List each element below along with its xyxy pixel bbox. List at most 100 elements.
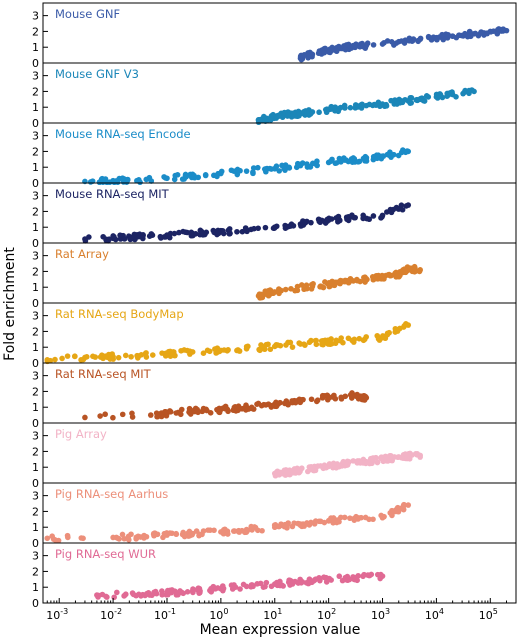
data-point [484, 30, 490, 37]
x-tick-label: 102 [317, 607, 336, 622]
data-point [445, 31, 451, 38]
data-point [286, 165, 293, 171]
data-point [100, 179, 106, 186]
data-point [257, 580, 264, 587]
data-point [95, 594, 101, 600]
data-point [332, 279, 339, 286]
panel-title: Mouse RNA-seq Encode [55, 127, 191, 141]
data-point [478, 29, 484, 35]
x-axis-ticks: 10-3 10-2 10-1 100 101 102 103 104 105 [42, 598, 517, 622]
data-point [233, 408, 239, 414]
data-point [249, 582, 255, 588]
data-point [242, 529, 248, 536]
data-point [299, 160, 306, 166]
data-point [178, 347, 184, 354]
data-point [263, 579, 270, 586]
y-tick-label: 3 [32, 550, 39, 563]
data-point [401, 323, 408, 329]
panel-title: Mouse RNA-seq MIT [55, 187, 170, 201]
data-point [212, 346, 218, 352]
data-point [174, 591, 181, 597]
data-point [398, 149, 405, 156]
data-point [159, 592, 165, 598]
data-point [344, 216, 350, 223]
y-tick-label: 3 [32, 70, 39, 83]
data-point [315, 216, 322, 223]
data-point [222, 403, 229, 410]
x-tick-label: 101 [263, 607, 282, 622]
data-point [345, 158, 352, 165]
data-point [283, 342, 289, 348]
data-point [162, 408, 168, 415]
data-point [352, 214, 358, 221]
data-point [375, 99, 382, 106]
data-point [171, 230, 178, 237]
data-point [265, 401, 272, 407]
panel-1: 0 1 2 3 Mouse GNF [32, 2, 517, 70]
data-point [289, 344, 296, 350]
y-tick-label: 1 [32, 341, 39, 354]
data-point [333, 160, 340, 166]
data-point [169, 351, 176, 358]
data-point [265, 287, 272, 294]
y-tick-label: 2 [32, 385, 39, 398]
data-point [126, 536, 132, 543]
data-point [353, 393, 360, 400]
data-point [414, 451, 421, 457]
data-point [338, 335, 344, 341]
data-point [114, 589, 120, 596]
data-point [319, 341, 325, 348]
data-point [117, 232, 123, 239]
data-point [500, 26, 506, 33]
data-point [273, 342, 279, 348]
data-point [289, 398, 295, 405]
panel-title: Pig RNA-seq WUR [55, 547, 156, 561]
data-point [146, 592, 153, 598]
data-point [405, 502, 412, 508]
data-point [220, 230, 227, 237]
y-tick-label: 2 [32, 445, 39, 458]
data-point [251, 225, 257, 232]
data-point [207, 527, 213, 534]
data-point [349, 337, 355, 344]
y-tick-label: 0 [32, 297, 39, 310]
data-point [298, 282, 305, 288]
data-point [121, 592, 128, 599]
data-point [384, 331, 391, 338]
data-point [167, 587, 174, 594]
data-point [122, 352, 129, 359]
y-tick-label: 3 [32, 310, 39, 323]
data-point [190, 586, 196, 592]
data-point [388, 39, 395, 45]
data-point [177, 411, 184, 418]
data-point [383, 457, 390, 464]
data-point [289, 523, 296, 530]
data-point [378, 512, 384, 519]
data-point [408, 265, 414, 271]
data-point [82, 238, 89, 244]
data-point [414, 96, 420, 103]
data-point [404, 455, 410, 462]
x-tick-label: 100 [209, 607, 228, 622]
data-point [282, 286, 289, 293]
y-tick-label: 1 [32, 221, 39, 234]
data-point [149, 352, 156, 358]
data-point [226, 226, 233, 232]
data-point [316, 109, 322, 116]
data-point [401, 501, 407, 508]
data-point [220, 587, 226, 594]
data-point [327, 158, 334, 165]
data-point [235, 403, 242, 409]
panel-title: Rat RNA-seq MIT [55, 367, 152, 381]
data-point [267, 346, 274, 353]
x-tick-label: 10-3 [46, 607, 68, 622]
data-point [200, 232, 206, 238]
data-point [102, 353, 109, 359]
data-point [200, 350, 207, 356]
data-point [243, 168, 250, 174]
data-point [433, 36, 440, 42]
data-point [230, 528, 237, 534]
data-point [197, 588, 203, 594]
data-point [167, 230, 174, 237]
data-point [103, 593, 109, 600]
